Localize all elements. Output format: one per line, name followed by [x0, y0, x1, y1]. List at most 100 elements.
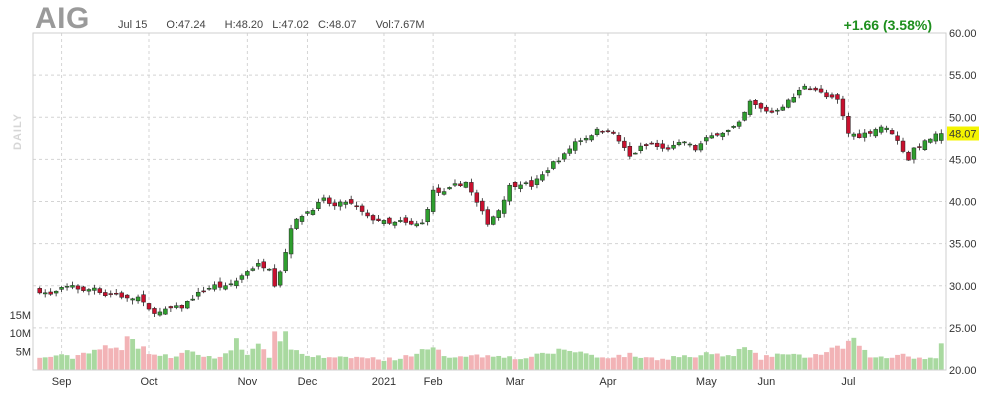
candle-body — [53, 290, 59, 294]
price-tick-label: 55.00 — [949, 70, 977, 82]
candle-body — [769, 110, 775, 113]
candle-body — [507, 184, 512, 202]
volume-bar — [900, 353, 906, 370]
candle-body — [135, 296, 141, 302]
volume-bar — [217, 356, 223, 370]
candle-body — [518, 184, 523, 189]
volume-bar — [813, 354, 819, 370]
volume-bar — [53, 355, 59, 370]
candle-body — [786, 99, 791, 108]
candle-body — [354, 205, 359, 208]
candle-body — [321, 197, 327, 201]
volume-bar — [299, 353, 305, 370]
candle-body — [419, 222, 425, 225]
volume-bar — [572, 352, 578, 370]
candle-body — [649, 142, 654, 145]
volume-bar — [305, 355, 310, 370]
volume-bar — [753, 352, 758, 370]
volume-bar — [157, 355, 163, 370]
volume-bar — [938, 343, 944, 370]
candle-body — [665, 147, 671, 150]
volume-bar — [321, 357, 327, 370]
candle-body — [398, 220, 403, 222]
volume-bar — [605, 358, 611, 370]
candle-body — [86, 289, 92, 292]
volume-bar — [228, 350, 234, 370]
volume-bar — [682, 355, 687, 370]
volume-bar — [529, 356, 534, 370]
volume-bar — [512, 359, 518, 370]
candle-body — [157, 311, 163, 316]
price-tick-label: 60.00 — [949, 28, 977, 40]
volume-bar — [102, 345, 108, 370]
candle-body — [545, 170, 551, 173]
candle-body — [682, 141, 687, 144]
volume-bar — [916, 357, 922, 370]
volume-bar — [922, 359, 928, 370]
price-tick-label: 30.00 — [949, 281, 977, 293]
volume-bar — [59, 354, 65, 370]
volume-bar — [539, 352, 545, 370]
price-tick-label: 45.00 — [949, 154, 977, 166]
volume-bar — [824, 352, 829, 370]
candle-body — [370, 215, 376, 221]
candle-body — [791, 97, 796, 103]
volume-bar — [545, 353, 551, 370]
candle-body — [179, 305, 185, 309]
candle-body — [731, 125, 736, 128]
volume-bar — [654, 360, 660, 370]
volume-bar — [70, 358, 75, 370]
volume-bar — [638, 357, 644, 370]
candle-body — [256, 263, 261, 267]
volume-bar — [168, 358, 174, 370]
volume-bar — [119, 350, 125, 370]
chart-axes: 20.00 25.00 30.00 35.00 40.00 45.00 50.00 55.00… — [10, 28, 979, 388]
volume-bar — [113, 347, 119, 370]
candle-body — [146, 303, 152, 310]
candle-body — [725, 129, 731, 132]
price-tick-label: 35.00 — [949, 239, 977, 251]
volume-bar — [720, 356, 726, 370]
candle-body — [627, 146, 633, 157]
candle-body — [436, 187, 441, 193]
volume-bar — [108, 348, 114, 370]
candle-body — [496, 210, 501, 218]
volume-bar — [441, 356, 447, 370]
candle-body — [589, 135, 594, 141]
volume-bar — [75, 355, 81, 370]
volume-bar — [135, 348, 141, 370]
candle-body — [359, 205, 365, 212]
candle-body — [212, 284, 217, 290]
volume-bar — [408, 356, 414, 370]
volume-bar — [365, 358, 370, 370]
candle-body — [97, 288, 103, 293]
volume-bar — [184, 350, 190, 370]
price-change: +1.66 (3.58%) — [843, 17, 932, 33]
candle-body — [709, 135, 715, 139]
volume-bar — [523, 358, 529, 370]
candle-body — [228, 283, 234, 286]
chart-frame — [32, 32, 947, 371]
candle-body — [671, 144, 676, 149]
volume-bar — [796, 354, 802, 370]
volume-bar — [780, 354, 786, 370]
month-tick-label: Nov — [238, 376, 258, 388]
candle-body — [780, 106, 786, 111]
candle-body — [387, 217, 392, 224]
quote-summary: Jul 15 O:47.24 H:48.20 L:47.02 C:48.07 V… — [118, 19, 441, 31]
candle-body — [687, 143, 693, 146]
volume-bar — [468, 355, 474, 370]
candle-body — [305, 211, 310, 214]
candle-body — [152, 308, 157, 314]
candle-body — [846, 116, 851, 134]
candle-body — [807, 88, 813, 91]
volume-bar — [616, 354, 622, 370]
quote-open: O:47.24 — [166, 19, 206, 31]
candle-body — [933, 133, 939, 142]
volume-bar — [326, 357, 332, 370]
candle-body — [715, 133, 720, 136]
volume-bar — [671, 356, 676, 370]
volume-bar — [725, 355, 731, 370]
volume-bar — [91, 349, 97, 370]
